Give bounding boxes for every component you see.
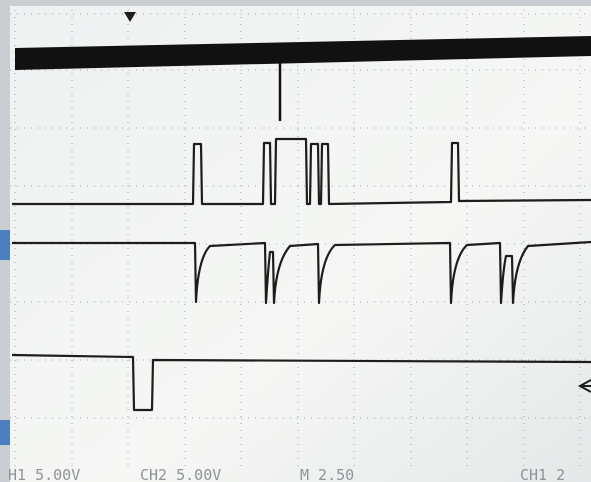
bezel-highlight <box>0 420 10 445</box>
trace-4 <box>11 353 591 412</box>
trigger-position-marker <box>124 12 136 22</box>
bezel-highlight <box>0 230 10 260</box>
trace-1 <box>15 36 591 70</box>
trigger-level-marker <box>577 379 591 393</box>
status-ch1: H1 5.00V <box>8 466 80 482</box>
status-ch2: CH2 5.00V <box>140 466 221 482</box>
trace-3 <box>12 240 591 305</box>
trace-2 <box>12 137 591 206</box>
status-timebase: M 2.50 <box>300 466 354 482</box>
status-trigger: CH1 2 <box>520 466 565 482</box>
